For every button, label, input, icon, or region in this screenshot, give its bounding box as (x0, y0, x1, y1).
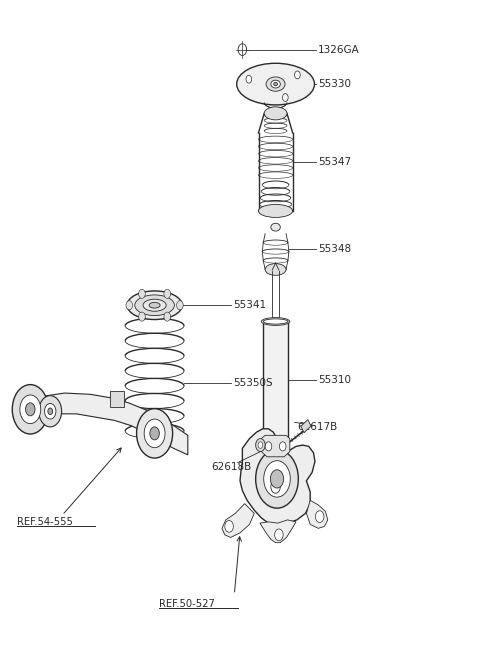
Circle shape (279, 442, 286, 451)
Circle shape (256, 439, 265, 451)
Circle shape (39, 396, 61, 427)
Ellipse shape (261, 318, 290, 325)
Text: 62617B: 62617B (297, 422, 337, 432)
Circle shape (265, 442, 272, 451)
Circle shape (164, 289, 170, 298)
Text: REF.54-555: REF.54-555 (17, 517, 73, 527)
Polygon shape (222, 504, 254, 537)
Circle shape (275, 529, 283, 541)
Text: 55347: 55347 (318, 157, 351, 167)
Circle shape (12, 384, 48, 434)
Bar (263, 321, 288, 478)
Circle shape (20, 395, 41, 424)
Ellipse shape (127, 291, 182, 319)
Circle shape (126, 300, 132, 310)
Text: 55310: 55310 (318, 375, 351, 385)
Ellipse shape (271, 223, 280, 231)
Ellipse shape (265, 264, 286, 276)
Ellipse shape (149, 302, 160, 308)
Bar (301, 420, 311, 433)
Bar (268, 474, 283, 496)
Text: REF.50-527: REF.50-527 (159, 599, 215, 609)
Circle shape (139, 312, 145, 321)
Ellipse shape (271, 80, 280, 88)
Text: 55330: 55330 (318, 79, 351, 89)
Circle shape (315, 511, 324, 522)
Circle shape (139, 289, 145, 298)
Ellipse shape (264, 96, 287, 108)
Circle shape (164, 312, 170, 321)
Circle shape (270, 470, 284, 488)
Ellipse shape (266, 77, 285, 91)
Ellipse shape (263, 319, 288, 324)
Ellipse shape (237, 63, 314, 105)
Polygon shape (260, 520, 296, 543)
Circle shape (45, 403, 56, 419)
Circle shape (177, 300, 183, 310)
Text: 55350S: 55350S (233, 379, 273, 388)
Circle shape (295, 71, 300, 79)
Polygon shape (240, 429, 315, 524)
Bar (109, 391, 124, 407)
Polygon shape (261, 436, 290, 457)
Circle shape (25, 403, 35, 416)
Circle shape (238, 44, 247, 56)
Ellipse shape (264, 107, 287, 120)
Circle shape (150, 427, 159, 440)
Circle shape (144, 419, 165, 447)
Circle shape (264, 461, 290, 497)
Circle shape (246, 75, 252, 83)
Ellipse shape (259, 205, 293, 217)
Circle shape (48, 408, 53, 415)
Ellipse shape (143, 299, 166, 311)
Polygon shape (306, 501, 328, 528)
Polygon shape (24, 393, 188, 455)
Text: 1326GA: 1326GA (318, 45, 360, 54)
Circle shape (258, 442, 263, 448)
Text: 55341: 55341 (233, 300, 266, 310)
Circle shape (282, 94, 288, 102)
Circle shape (225, 520, 233, 532)
Circle shape (137, 409, 173, 458)
Circle shape (271, 480, 280, 493)
Ellipse shape (135, 295, 174, 316)
Text: 55348: 55348 (318, 243, 351, 254)
Ellipse shape (274, 83, 277, 86)
Text: 62618B: 62618B (212, 462, 252, 472)
Circle shape (256, 449, 299, 508)
